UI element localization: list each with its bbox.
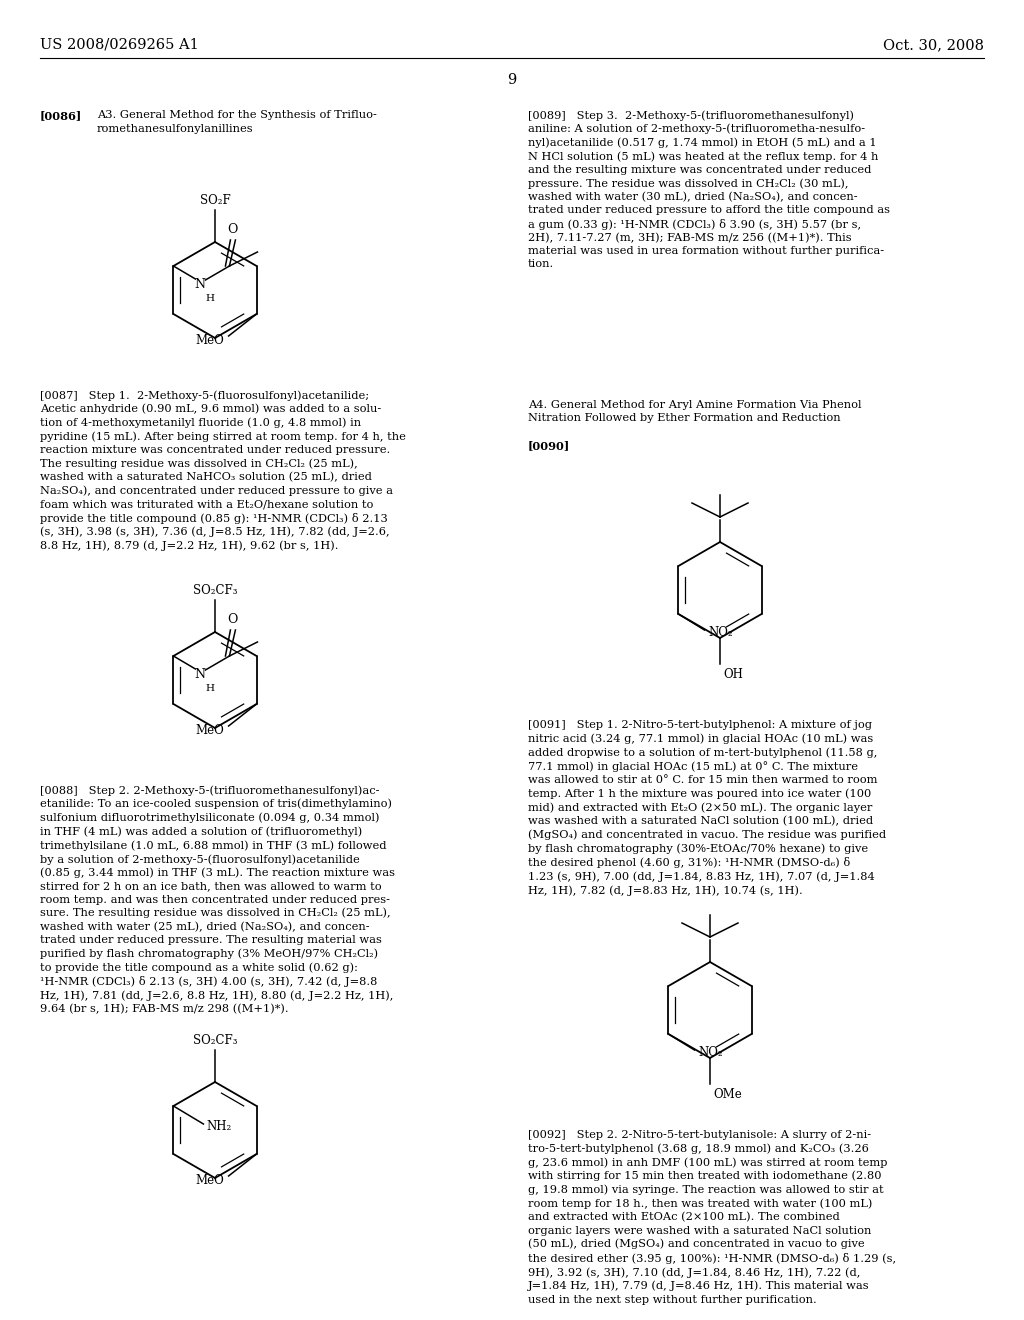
Text: SO₂CF₃: SO₂CF₃ bbox=[193, 583, 238, 597]
Text: Oct. 30, 2008: Oct. 30, 2008 bbox=[883, 38, 984, 51]
Text: N: N bbox=[194, 668, 205, 681]
Text: MeO: MeO bbox=[196, 1173, 224, 1187]
Text: MeO: MeO bbox=[196, 723, 224, 737]
Text: [0088]   Step 2. 2-Methoxy-5-(trifluoromethanesulfonyl)ac-
etanilide: To an ice-: [0088] Step 2. 2-Methoxy-5-(trifluoromet… bbox=[40, 785, 395, 1014]
Text: NH₂: NH₂ bbox=[207, 1119, 231, 1133]
Text: SO₂F: SO₂F bbox=[200, 194, 230, 207]
Text: SO₂CF₃: SO₂CF₃ bbox=[193, 1034, 238, 1047]
Text: [0092]   Step 2. 2-Nitro-5-tert-butylanisole: A slurry of 2-ni-
tro-5-tert-butyl: [0092] Step 2. 2-Nitro-5-tert-butylaniso… bbox=[528, 1130, 896, 1304]
Text: O: O bbox=[227, 612, 238, 626]
Text: [0087]   Step 1.  2-Methoxy-5-(fluorosulfonyl)acetanilide;
Acetic anhydride (0.9: [0087] Step 1. 2-Methoxy-5-(fluorosulfon… bbox=[40, 389, 406, 552]
Text: [0090]: [0090] bbox=[528, 440, 570, 451]
Text: US 2008/0269265 A1: US 2008/0269265 A1 bbox=[40, 38, 199, 51]
Text: A4. General Method for Aryl Amine Formation Via Phenol
Nitration Followed by Eth: A4. General Method for Aryl Amine Format… bbox=[528, 400, 861, 422]
Text: [0091]   Step 1. 2-Nitro-5-tert-butylphenol: A mixture of jog
nitric acid (3.24 : [0091] Step 1. 2-Nitro-5-tert-butylpheno… bbox=[528, 719, 886, 896]
Text: NO₂: NO₂ bbox=[709, 626, 733, 639]
Text: MeO: MeO bbox=[196, 334, 224, 346]
Text: OMe: OMe bbox=[713, 1088, 741, 1101]
Text: NO₂: NO₂ bbox=[698, 1045, 723, 1059]
Text: OH: OH bbox=[723, 668, 742, 681]
Text: 9: 9 bbox=[507, 73, 517, 87]
Text: [0089]   Step 3.  2-Methoxy-5-(trifluoromethanesulfonyl)
aniline: A solution of : [0089] Step 3. 2-Methoxy-5-(trifluoromet… bbox=[528, 110, 890, 269]
Text: O: O bbox=[227, 223, 238, 236]
Text: [0086]: [0086] bbox=[40, 110, 82, 121]
Text: H: H bbox=[206, 684, 214, 693]
Text: H: H bbox=[206, 294, 214, 304]
Text: A3. General Method for the Synthesis of Trifluo-: A3. General Method for the Synthesis of … bbox=[97, 110, 377, 120]
Text: romethanesulfonylanillines: romethanesulfonylanillines bbox=[97, 124, 254, 135]
Text: N: N bbox=[194, 277, 205, 290]
